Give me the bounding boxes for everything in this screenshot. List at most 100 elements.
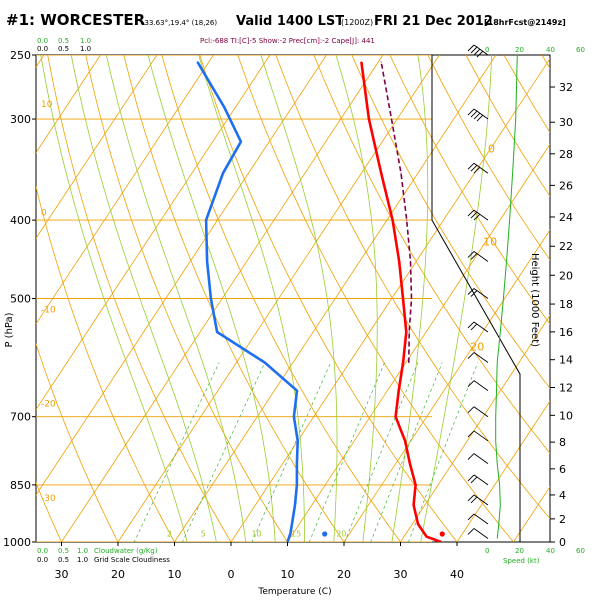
wind-barb-flag	[473, 213, 481, 221]
temperature-point	[402, 361, 404, 364]
mixing-ratio-line	[251, 362, 331, 542]
isotherm-line	[36, 55, 214, 325]
parcel-point	[410, 297, 413, 300]
parcel-point	[380, 61, 382, 63]
moist-adiabat-line	[70, 55, 217, 542]
temperature-point	[426, 536, 428, 538]
bottom-legend: 0.0 0.5 1.0 Cloudwater (g/Kg) 0.0 0.5 1.…	[37, 547, 585, 565]
height-tick-label: 22	[559, 240, 573, 253]
dry-adiabat-line	[36, 342, 119, 542]
speed-bottom-tick: 0	[485, 547, 489, 555]
pressure-tick-label: 250	[10, 49, 31, 62]
wind-barb-flag	[467, 288, 475, 295]
wind-barb-staff	[473, 380, 489, 392]
wind-barb-flag	[467, 453, 475, 460]
isotherm-line	[400, 314, 550, 542]
isotherm-label: 20	[470, 341, 484, 354]
wind-barb	[467, 494, 489, 506]
temp-tick-label: 20	[337, 568, 351, 581]
temperature-point	[380, 172, 382, 174]
sounding-series	[196, 61, 445, 542]
dewpoint-point	[210, 297, 212, 300]
wind-barb-flag	[467, 352, 475, 359]
parcel-summary: Pcl:-688 TI:[C]-5 Show:-2 Prec[cm]:-2 Ca…	[200, 37, 375, 45]
wind-barb-staff	[473, 528, 489, 539]
wind-barb-flag	[470, 496, 478, 504]
wind-barb-flag	[467, 474, 475, 482]
wind-barb	[467, 406, 489, 418]
station-title: #1: WORCESTER	[6, 11, 146, 29]
dry-adiabat-line	[275, 55, 550, 520]
y2-axis-label: Height (1000 Feet)	[529, 253, 540, 347]
y-axis-label: P (hPa)	[4, 312, 15, 347]
parcel-line	[380, 61, 413, 363]
dewpoint-point	[286, 541, 289, 542]
temperature-point	[413, 504, 415, 506]
temperature-point	[368, 118, 370, 120]
moist-adiabat-label: 20	[336, 530, 346, 539]
temperature-surface-dot	[439, 531, 445, 537]
grid-cloudiness-top-tick: 1.0	[80, 45, 91, 53]
speed-top-tick: 0	[485, 46, 489, 54]
utc-time: (1200Z)	[341, 18, 373, 27]
height-tick-label: 4	[559, 489, 566, 502]
dewpoint-point	[296, 463, 298, 465]
height-tick-label: 2	[559, 513, 566, 526]
moist-adiabat-label: 2	[167, 530, 172, 539]
isotherm-line	[456, 400, 550, 542]
dry-adiabat-line	[123, 55, 345, 542]
speed-top-ticks: 0 20 40 60	[485, 46, 585, 54]
wind-barb-staff	[473, 108, 489, 120]
dewpoint-point	[294, 504, 296, 506]
dewpoint-point	[264, 361, 266, 364]
wind-barb	[467, 513, 489, 525]
pressure-tick-label: 300	[10, 113, 31, 126]
dewpoint-point	[289, 532, 292, 534]
moist-adiabat-line	[335, 55, 378, 542]
temperature-point	[398, 260, 400, 263]
wind-barb-staff	[473, 352, 489, 363]
wind-barb-staff	[473, 406, 489, 418]
temp-tick-label: 10	[168, 568, 182, 581]
isotherm-line	[61, 55, 384, 542]
wind-barb-flag	[476, 114, 484, 122]
wind-barb-flag	[470, 211, 478, 219]
grid-cloudiness-label: Grid Scale Cloudiness	[94, 556, 170, 564]
parcel-point	[408, 361, 410, 364]
grid-cloudiness-tick: 0.0	[37, 556, 48, 564]
pressure-tick-label: 400	[10, 214, 31, 227]
wind-barb	[467, 453, 489, 464]
wind-barb	[467, 474, 489, 486]
height-tick-label: 0	[559, 536, 566, 549]
dry-adiabat-line	[313, 55, 550, 454]
temperature-point	[402, 297, 404, 300]
speed-bottom-tick: 20	[515, 547, 524, 555]
mixing-ratio-line	[182, 362, 266, 542]
x-axis-label: Temperature (C)	[257, 587, 331, 597]
wind-barb-flag	[470, 164, 478, 172]
temperature-point	[409, 463, 411, 465]
height-tick-label: 8	[559, 436, 566, 449]
wind-barb-staff	[473, 321, 489, 333]
temp-tick-label: 40	[450, 568, 464, 581]
pressure-tick-label: 500	[10, 293, 31, 306]
temp-tick-label: 20	[111, 568, 125, 581]
wind-barb-flag	[473, 166, 481, 174]
wind-barb-staff	[473, 44, 489, 56]
parcel-point	[400, 172, 402, 174]
dry-adiabat-label: -20	[41, 400, 56, 410]
height-tick-label: 16	[559, 326, 573, 339]
height-tick-label: 32	[559, 81, 573, 94]
isotherm-line	[36, 55, 327, 496]
cloudiness-top-ticks: 0.0 0.5 1.0 0.0 0.5 1.0	[37, 37, 91, 53]
background-grid	[36, 55, 550, 542]
moist-adiabat-line	[40, 55, 188, 542]
wind-barb-staff	[473, 453, 489, 464]
wind-panel-boundary	[431, 55, 521, 542]
dewpoint-point	[296, 390, 298, 392]
wind-barb-staff	[473, 513, 489, 525]
temp-tick-label: 30	[55, 568, 69, 581]
